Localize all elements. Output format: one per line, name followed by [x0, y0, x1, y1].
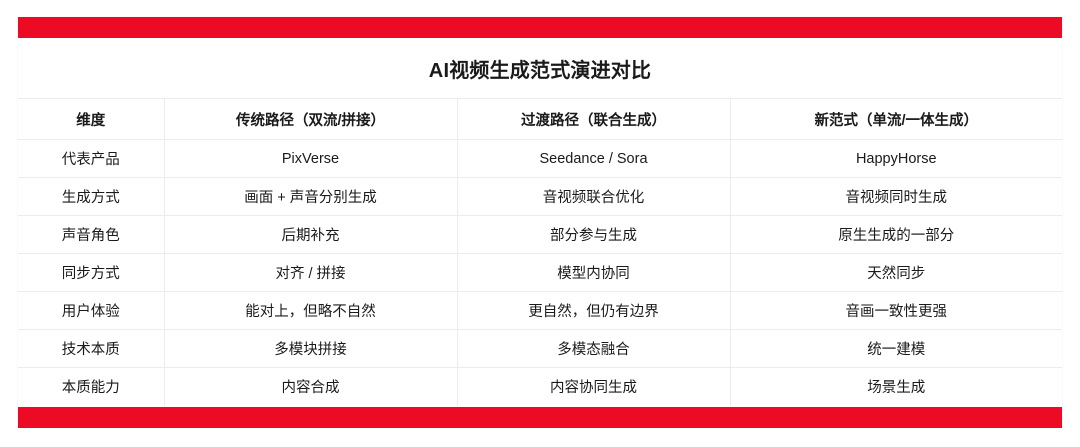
- cell-new-paradigm: 音画一致性更强: [730, 291, 1062, 330]
- table-row: 用户体验 能对上，但略不自然 更自然，但仍有边界 音画一致性更强: [18, 291, 1062, 330]
- table-body: 代表产品 PixVerse Seedance / Sora HappyHorse…: [18, 139, 1062, 406]
- cell-transitional: 更自然，但仍有边界: [457, 291, 731, 330]
- table-row: 生成方式 画面 + 声音分别生成 音视频联合优化 音视频同时生成: [18, 177, 1062, 216]
- cell-new-paradigm: 原生生成的一部分: [730, 215, 1062, 254]
- cell-dimension: 技术本质: [18, 329, 165, 368]
- cell-new-paradigm: HappyHorse: [855, 150, 937, 167]
- comparison-table: 维度 传统路径（双流/拼接） 过渡路径（联合生成） 新范式（单流/一体生成） 代…: [18, 98, 1062, 406]
- cell-dimension: 声音角色: [18, 215, 165, 254]
- cell-new-paradigm: 音视频同时生成: [730, 177, 1062, 216]
- cell-traditional: 内容合成: [164, 367, 458, 406]
- cell-dimension: 本质能力: [18, 367, 165, 406]
- table-row: 同步方式 对齐 / 拼接 模型内协同 天然同步: [18, 253, 1062, 292]
- cell-dimension: 生成方式: [18, 177, 165, 216]
- cell-new-paradigm: 场景生成: [730, 367, 1062, 406]
- table-header: 维度 传统路径（双流/拼接） 过渡路径（联合生成） 新范式（单流/一体生成）: [18, 98, 1062, 140]
- top-accent-bar: [18, 17, 1062, 38]
- bottom-accent-bar: [18, 407, 1062, 428]
- column-header-traditional: 传统路径（双流/拼接）: [164, 98, 458, 140]
- cell-transitional: 多模态融合: [457, 329, 731, 368]
- column-header-new-paradigm: 新范式（单流/一体生成）: [730, 98, 1062, 140]
- table-row: 代表产品 PixVerse Seedance / Sora HappyHorse: [18, 139, 1062, 178]
- column-header-dimension: 维度: [18, 98, 165, 140]
- cell-traditional: 后期补充: [164, 215, 458, 254]
- table-row: 声音角色 后期补充 部分参与生成 原生生成的一部分: [18, 215, 1062, 254]
- cell-transitional: Seedance / Sora: [457, 139, 731, 178]
- column-header-transitional: 过渡路径（联合生成）: [457, 98, 731, 140]
- cell-dimension: 用户体验: [18, 291, 165, 330]
- title-zone: AI视频生成范式演进对比: [18, 38, 1062, 98]
- table-row: 本质能力 内容合成 内容协同生成 场景生成: [18, 367, 1062, 406]
- cell-new-paradigm: 统一建模: [730, 329, 1062, 368]
- cell-traditional: 画面 + 声音分别生成: [164, 177, 458, 216]
- cell-new-paradigm: 天然同步: [730, 253, 1062, 292]
- table-header-row: 维度 传统路径（双流/拼接） 过渡路径（联合生成） 新范式（单流/一体生成）: [18, 98, 1062, 140]
- page-title: AI视频生成范式演进对比: [428, 59, 652, 82]
- cell-transitional: 内容协同生成: [457, 367, 731, 406]
- cell-transitional: 模型内协同: [457, 253, 731, 292]
- table-row: 技术本质 多模块拼接 多模态融合 统一建模: [18, 329, 1062, 368]
- cell-dimension: 代表产品: [18, 139, 165, 178]
- cell-transitional: 部分参与生成: [457, 215, 731, 254]
- card-body: AI视频生成范式演进对比 维度 传统路径（双流/拼接） 过渡路径（联合生成） 新…: [18, 38, 1062, 407]
- comparison-card: AI视频生成范式演进对比 维度 传统路径（双流/拼接） 过渡路径（联合生成） 新…: [18, 17, 1062, 428]
- cell-traditional: 能对上，但略不自然: [164, 291, 458, 330]
- cell-dimension: 同步方式: [18, 253, 165, 292]
- cell-traditional: PixVerse: [164, 139, 458, 178]
- cell-traditional: 对齐 / 拼接: [164, 253, 458, 292]
- cell-transitional: 音视频联合优化: [457, 177, 731, 216]
- cell-traditional: 多模块拼接: [164, 329, 458, 368]
